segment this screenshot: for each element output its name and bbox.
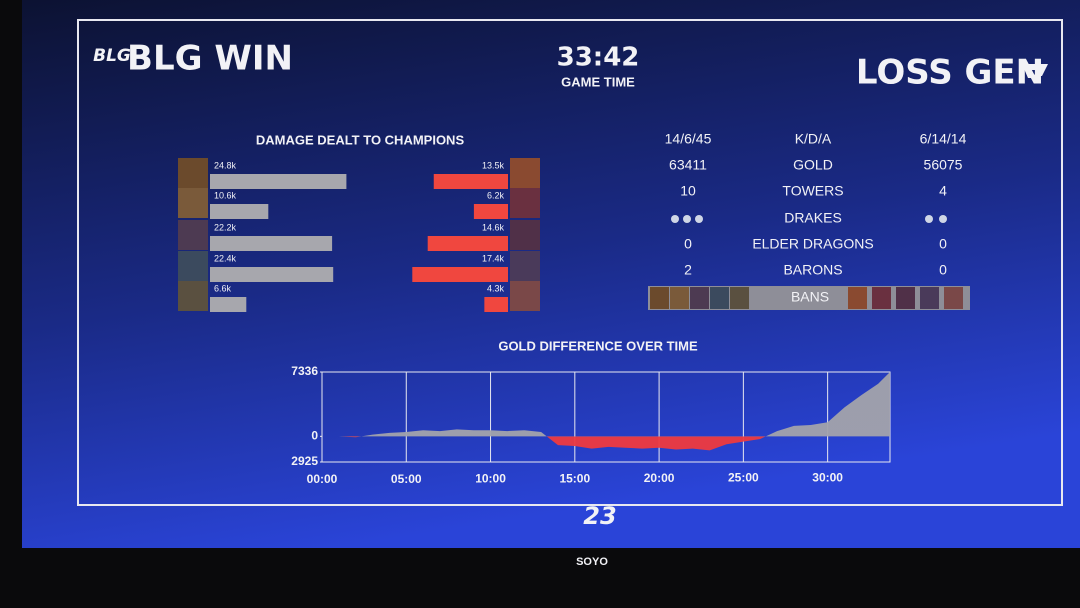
champion-portrait [510, 158, 540, 188]
x-tick-label: 10:00 [475, 472, 506, 486]
damage-label: 10.6k [214, 190, 237, 200]
game-time-label: GAME TIME [561, 74, 635, 89]
stat-right: 56075 [924, 157, 963, 173]
stat-left: 10 [680, 183, 696, 199]
damage-bar [427, 236, 508, 251]
ban-portrait [944, 287, 963, 309]
champion-portrait [178, 158, 208, 188]
champion-portrait [510, 220, 540, 250]
stat-label: BANS [791, 289, 829, 305]
champion-portrait [510, 188, 540, 218]
damage-bar [210, 267, 334, 282]
stat-left: 0 [684, 236, 692, 252]
y-tick-label: 0 [311, 429, 318, 443]
stat-left: 14/6/45 [665, 131, 712, 147]
damage-label: 6.2k [487, 190, 505, 200]
result-left: BLG WIN [127, 39, 293, 79]
damage-label: 24.8k [214, 160, 237, 170]
champion-portrait [178, 220, 208, 250]
y-tick-label: 7336 [291, 364, 318, 378]
result-right: LOSS GEN [856, 53, 1044, 93]
damage-label: 13.5k [482, 160, 505, 170]
damage-label: 22.2k [214, 222, 237, 232]
damage-bar [473, 204, 508, 219]
gen-logo [1022, 64, 1048, 78]
stat-label: ELDER DRAGONS [752, 236, 873, 252]
x-tick-label: 20:00 [644, 471, 675, 485]
drake-icon [695, 215, 703, 223]
damage-label: 22.4k [214, 253, 237, 263]
damage-title: DAMAGE DEALT TO CHAMPIONS [256, 132, 465, 147]
y-tick-label: 2925 [291, 454, 318, 468]
ban-portrait [650, 287, 669, 309]
stat-label: K/D/A [795, 131, 832, 147]
team-logo: BLG [93, 46, 131, 66]
ban-portrait [896, 287, 915, 309]
damage-label: 17.4k [482, 253, 505, 263]
damage-bar [210, 204, 269, 219]
damage-bar [484, 297, 508, 312]
ban-portrait [730, 287, 749, 309]
stat-label: GOLD [793, 157, 833, 173]
drake-icon [683, 215, 691, 223]
damage-bar [412, 267, 508, 282]
drake-icon [671, 215, 679, 223]
monitor-brand: SOYO [576, 556, 608, 568]
stat-right: 0 [939, 236, 947, 252]
champion-portrait [510, 281, 540, 311]
game-time: 33:42 [557, 43, 640, 73]
ban-portrait [690, 287, 709, 309]
x-tick-label: 00:00 [307, 472, 338, 486]
ban-portrait [872, 287, 891, 309]
x-tick-label: 05:00 [391, 472, 422, 486]
damage-bar [210, 174, 347, 189]
drake-icon [925, 215, 933, 223]
ban-portrait [670, 287, 689, 309]
damage-bar [210, 236, 333, 251]
gold-area [322, 372, 890, 451]
damage-bar [210, 297, 247, 312]
x-tick-label: 15:00 [559, 471, 590, 485]
champion-portrait [178, 281, 208, 311]
stat-label: DRAKES [784, 210, 842, 226]
chart-title: GOLD DIFFERENCE OVER TIME [498, 338, 698, 353]
damage-label: 4.3k [487, 283, 505, 293]
drake-icon [939, 215, 947, 223]
stat-label: BARONS [783, 262, 842, 278]
stat-left: 2 [684, 262, 692, 278]
ban-portrait [710, 287, 729, 309]
damage-label: 6.6k [214, 283, 232, 293]
damage-label: 14.6k [482, 222, 505, 232]
stat-left: 63411 [669, 157, 707, 173]
panel-border [77, 19, 1063, 506]
stat-right: 0 [939, 262, 947, 278]
champion-portrait [510, 251, 540, 281]
ban-portrait [920, 287, 939, 309]
champion-portrait [178, 251, 208, 281]
x-tick-label: 25:00 [728, 471, 759, 485]
damage-bar [433, 174, 508, 189]
ban-portrait [848, 287, 867, 309]
stat-right: 6/14/14 [920, 131, 967, 147]
x-tick-label: 30:00 [812, 470, 843, 484]
stat-label: TOWERS [782, 183, 843, 199]
stat-right: 4 [939, 183, 947, 199]
event-logo: 23 [583, 502, 616, 530]
champion-portrait [178, 188, 208, 218]
